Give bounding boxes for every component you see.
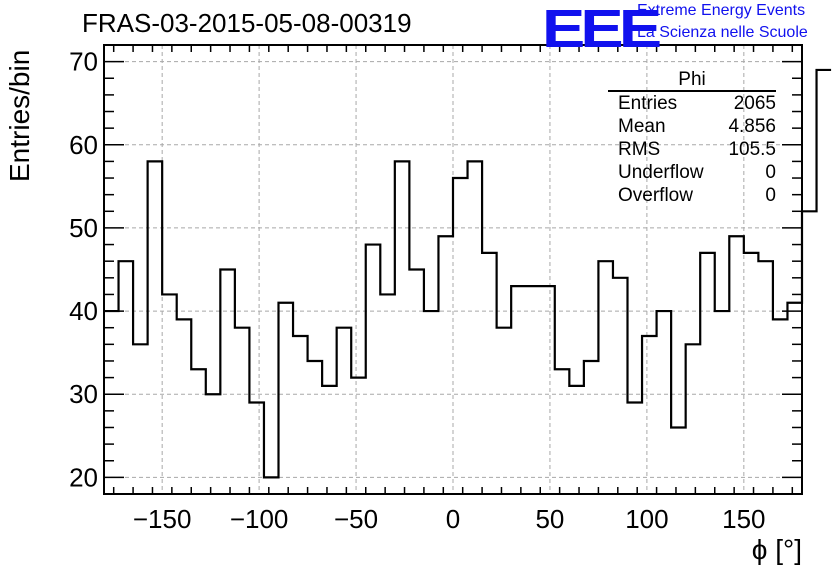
logo-line-1: Extreme Energy Events: [637, 2, 806, 19]
stats-value: 105.5: [728, 139, 776, 160]
x-tick-label: 150: [722, 504, 765, 534]
phi-histogram: [104, 68, 832, 479]
y-tick-label: 70: [69, 47, 98, 77]
y-tick-label: 60: [69, 130, 98, 160]
y-tick-label: 50: [69, 213, 98, 243]
plot-title: FRAS-03-2015-05-08-00319: [82, 8, 412, 38]
logo-line-2: La Scienza nelle Scuole: [637, 24, 808, 41]
x-tick-label: −150: [133, 504, 192, 534]
stats-value: 2065: [733, 93, 776, 114]
stats-row-underflow: Underflow 0: [608, 161, 776, 184]
x-axis-label: ϕ [°]: [751, 534, 802, 565]
x-tick-label: −50: [334, 504, 378, 534]
stats-value: 0: [765, 185, 776, 206]
y-tick-label: 30: [69, 379, 98, 409]
stats-row-entries: Entries 2065: [608, 92, 776, 115]
stats-label: Overflow: [618, 185, 693, 206]
plot-frame: [103, 44, 803, 495]
x-tick-label: −100: [230, 504, 289, 534]
stats-label: Mean: [618, 116, 666, 137]
stats-label: RMS: [618, 139, 661, 160]
stats-label: Underflow: [618, 162, 704, 183]
stats-value: 4.856: [728, 116, 776, 137]
stats-value: 0: [765, 162, 776, 183]
stats-row-mean: Mean 4.856: [608, 115, 776, 138]
y-tick-label: 40: [69, 296, 98, 326]
axis-tick-labels: −150 −100 −50 0 50 100 150 20 30 40 50 60 70: [69, 47, 765, 534]
stats-box: Phi Entries 2065 Mean 4.856 RMS 105.5 Un…: [608, 70, 776, 207]
eee-logo: EEE: [542, 0, 662, 59]
stats-label: Entries: [618, 93, 678, 114]
stats-row-overflow: Overflow 0: [608, 184, 776, 207]
x-tick-label: 100: [625, 504, 668, 534]
x-tick-label: 50: [535, 504, 564, 534]
y-axis-label: Entries/bin: [4, 49, 35, 182]
x-tick-label: 0: [446, 504, 460, 534]
y-tick-label: 20: [69, 462, 98, 492]
axis-ticks: [104, 45, 802, 494]
stats-row-rms: RMS 105.5: [608, 138, 776, 161]
stats-box-title: Phi: [608, 70, 776, 92]
